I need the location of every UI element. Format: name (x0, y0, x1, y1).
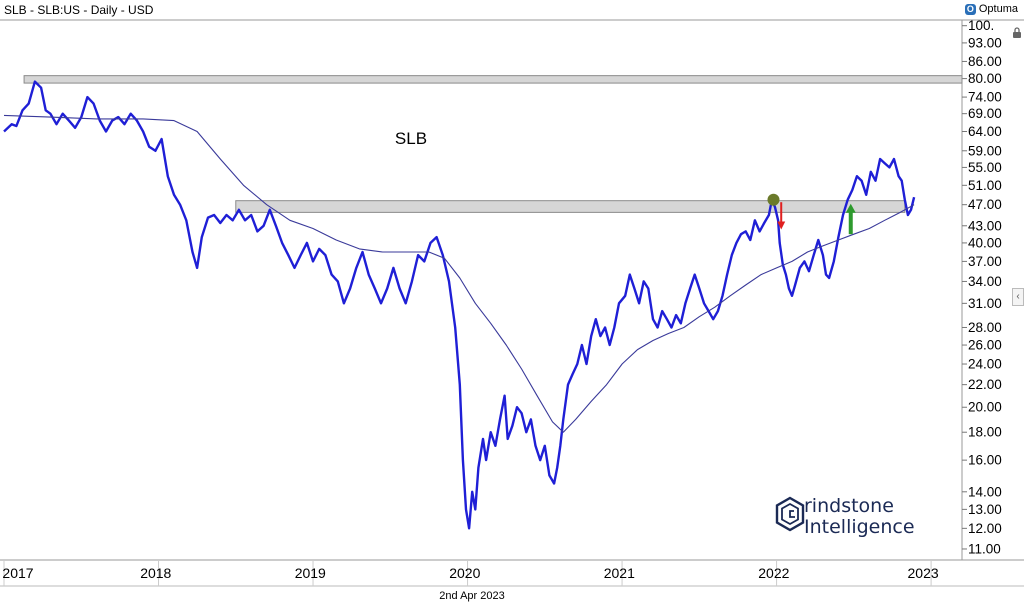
chart-header-title: SLB - SLB:US - Daily - USD (4, 3, 154, 17)
x-tick-label: 2020 (449, 565, 480, 581)
y-tick-label: 11.00 (968, 541, 1001, 556)
grindstone-hex-logo-icon (775, 496, 805, 532)
x-tick-label: 2018 (140, 565, 171, 581)
chart-axes: 11.00 12.00 13.00 14.00 16.00 18.00 20.00 22.00… (0, 18, 1024, 587)
y-tick-label: 12.00 (968, 521, 1002, 536)
y-tick-label: 93.00 (968, 35, 1002, 50)
y-tick-label: 28.00 (968, 320, 1002, 335)
chevron-left-icon[interactable]: ‹ (1012, 288, 1024, 306)
lock-icon[interactable] (1012, 27, 1022, 39)
moving-average-line (3, 114, 915, 433)
x-tick-label: 2022 (758, 565, 789, 581)
y-tick-label: 80.00 (968, 71, 1002, 86)
chart-title: SLB (395, 129, 427, 148)
resistance-zone (23, 75, 963, 84)
y-tick-label: 64.00 (968, 124, 1002, 139)
x-tick-label: 2023 (908, 565, 939, 581)
price-line (3, 80, 916, 530)
peak-marker (767, 193, 780, 206)
y-tick-label: 74.00 (968, 90, 1002, 105)
y-tick-label: 26.00 (968, 338, 1002, 353)
arrow-up-head (845, 203, 856, 213)
watermark-line1: rindstone (804, 495, 894, 517)
y-tick-label: 47.00 (968, 197, 1002, 212)
watermark-line2: Intelligence (804, 516, 915, 538)
resistance-zone (235, 200, 906, 213)
y-tick-label: 55.00 (968, 160, 1002, 175)
resistance-zones (23, 75, 963, 213)
y-tick-label: 51.00 (968, 178, 1002, 193)
optuma-logo-icon: O (964, 3, 976, 15)
y-tick-label: 43.00 (968, 218, 1002, 233)
y-tick-label: 40.00 (968, 235, 1002, 250)
y-tick-label: 59.00 (968, 143, 1002, 158)
chart-series (3, 80, 916, 530)
y-tick-label: 100. (968, 18, 994, 33)
y-tick-label: 14.00 (968, 484, 1002, 499)
y-tick-label: 24.00 (968, 357, 1002, 372)
chart-annotations (767, 193, 856, 235)
y-tick-label: 13.00 (968, 502, 1002, 517)
footer-date: 2nd Apr 2023 (439, 590, 505, 602)
x-tick-label: 2017 (2, 565, 33, 581)
y-tick-label: 22.00 (968, 377, 1002, 392)
y-tick-label: 20.00 (968, 400, 1002, 415)
x-tick-label: 2019 (295, 565, 326, 581)
optuma-brand-label: Optuma (978, 3, 1018, 15)
y-tick-label: 86.00 (968, 54, 1002, 69)
y-tick-label: 37.00 (968, 254, 1002, 269)
chart-header: SLB - SLB:US - Daily - USD O Optuma (0, 0, 1024, 20)
optuma-brand: O Optuma (964, 3, 1018, 15)
arrow-down-head (777, 221, 786, 230)
y-tick-label: 34.00 (968, 274, 1002, 289)
y-tick-label: 18.00 (968, 425, 1002, 440)
grindstone-watermark: rindstone Intelligence (774, 494, 924, 544)
y-tick-label: 16.00 (968, 453, 1002, 468)
y-tick-label: 69.00 (968, 106, 1002, 121)
x-tick-label: 2021 (604, 565, 635, 581)
y-tick-label: 31.00 (968, 296, 1002, 311)
